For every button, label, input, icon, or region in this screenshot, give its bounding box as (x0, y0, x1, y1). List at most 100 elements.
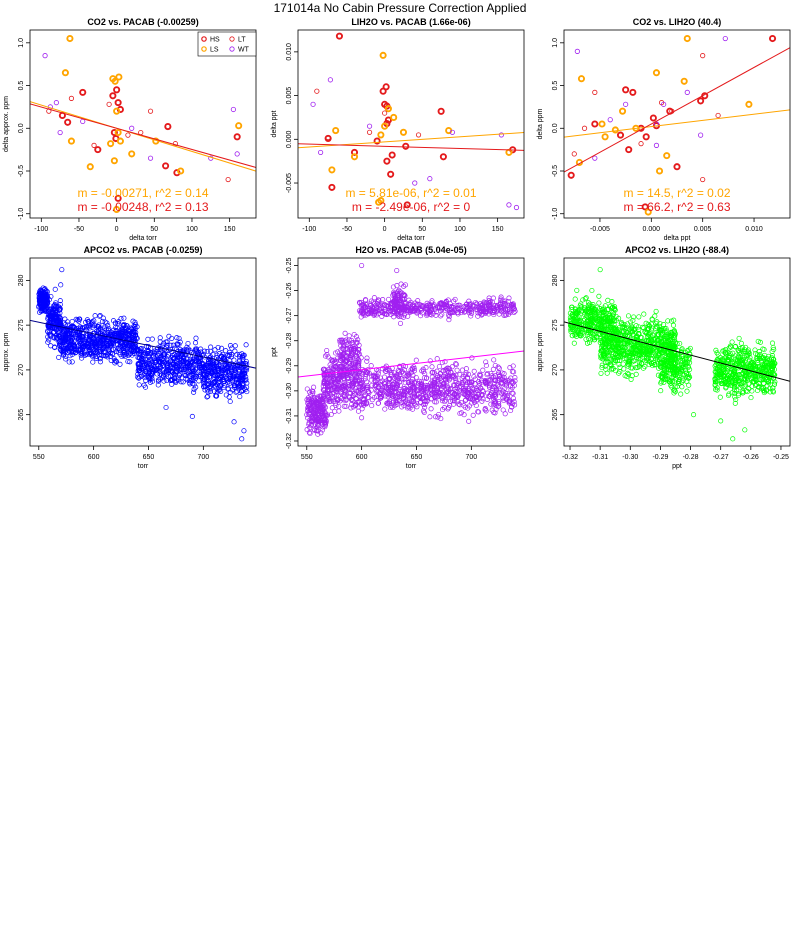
data-point (434, 356, 440, 362)
data-point (483, 359, 489, 365)
data-point (124, 323, 130, 329)
data-point (486, 295, 492, 301)
data-point (469, 389, 475, 395)
data-point (172, 362, 178, 368)
data-point (128, 150, 136, 158)
data-point (653, 308, 659, 314)
x-tick-label: 0 (383, 226, 387, 233)
x-tick-label: 50 (150, 226, 158, 233)
data-point (109, 332, 116, 338)
data-point (63, 356, 69, 362)
data-point (117, 361, 123, 367)
data-point (81, 350, 88, 356)
data-point (322, 412, 328, 418)
data-point (118, 316, 124, 322)
data-point (371, 310, 378, 317)
data-point (508, 407, 514, 414)
data-point (745, 100, 753, 108)
data-point (479, 311, 485, 317)
data-point (106, 101, 112, 107)
data-point (324, 347, 330, 354)
data-point (103, 353, 109, 359)
data-point (498, 132, 504, 138)
data-point (449, 304, 455, 310)
data-point (465, 376, 471, 382)
data-point (591, 120, 599, 128)
data-point (79, 355, 85, 361)
data-point (211, 361, 217, 367)
data-point (57, 298, 63, 304)
data-point (57, 129, 63, 136)
data-point (513, 204, 520, 211)
data-point (178, 379, 184, 385)
data-point (366, 395, 372, 401)
data-point (206, 371, 212, 377)
data-point (573, 333, 580, 339)
data-point (599, 362, 605, 368)
data-point (343, 353, 350, 360)
data-point (97, 347, 103, 353)
data-point (471, 368, 477, 374)
data-point (368, 377, 374, 383)
data-point (175, 354, 181, 360)
data-point (402, 380, 408, 386)
data-point (468, 390, 475, 396)
data-point (157, 344, 163, 350)
data-point (653, 142, 660, 148)
data-point (611, 355, 617, 361)
figure-title: 171014a No Cabin Pressure Correction App… (274, 1, 527, 15)
data-point (205, 393, 211, 399)
data-point (183, 346, 189, 352)
data-point (506, 295, 512, 301)
data-point (57, 301, 63, 308)
data-point (481, 300, 487, 306)
data-point (392, 307, 398, 313)
data-point (328, 357, 334, 363)
data-point (504, 393, 510, 399)
data-point (142, 366, 148, 372)
data-point (87, 349, 93, 355)
data-point (491, 374, 497, 380)
x-tick-label: 550 (33, 454, 45, 461)
data-point (237, 394, 243, 400)
data-point (230, 373, 236, 379)
data-point (307, 430, 313, 437)
data-point (62, 321, 68, 328)
data-point (119, 344, 125, 351)
data-point (235, 122, 243, 130)
plot-frame (297, 257, 525, 447)
data-point (124, 343, 130, 349)
data-point (309, 388, 315, 394)
point-cloud (36, 267, 250, 442)
data-point (349, 340, 355, 346)
data-point (147, 356, 153, 362)
data-point (360, 385, 366, 391)
data-point (56, 354, 62, 360)
data-point (597, 306, 603, 312)
data-point (643, 355, 649, 361)
data-point (443, 390, 449, 396)
data-point (700, 176, 706, 183)
data-point (401, 376, 407, 382)
data-point (482, 406, 488, 412)
data-point (208, 344, 214, 350)
data-point (339, 386, 346, 392)
data-point (618, 348, 624, 354)
data-point (467, 379, 473, 386)
y-tick-label: 0.005 (286, 87, 293, 105)
data-point (382, 406, 388, 412)
data-point (375, 384, 382, 390)
data-point (646, 338, 652, 344)
data-point (438, 416, 444, 422)
x-tick-label: -100 (302, 226, 316, 233)
data-point (149, 373, 155, 379)
plot-frame (563, 29, 791, 219)
data-point (633, 365, 639, 371)
data-point (574, 287, 580, 293)
data-point (652, 313, 658, 319)
data-point (329, 405, 335, 411)
data-point (203, 363, 209, 369)
data-point (232, 348, 238, 354)
data-point (339, 337, 345, 343)
